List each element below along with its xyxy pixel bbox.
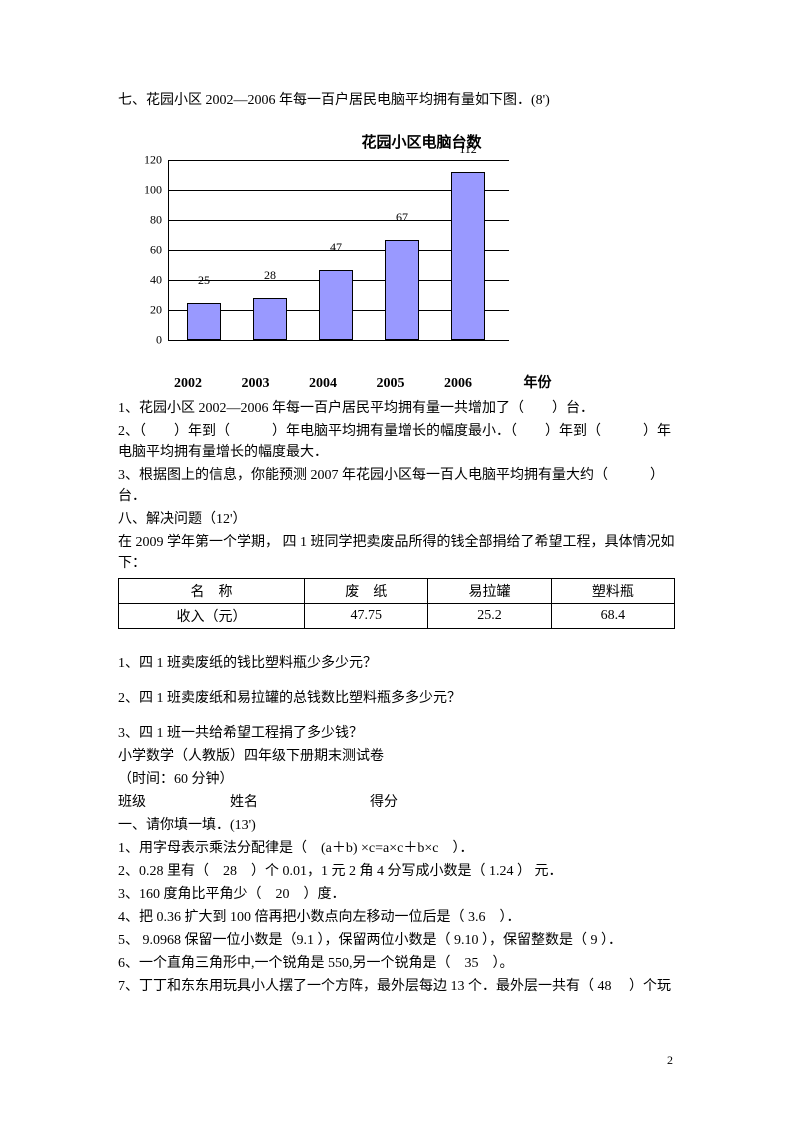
chart-y-tick: 120 [144,153,162,168]
test2-item4: 4、把 0.36 扩大到 100 倍再把小数点向左移动一位后是（ 3.6 ）． [118,907,675,928]
q7-sub1: 1、花园小区 2002—2006 年每一百户居民平均拥有量一共增加了（ ）台． [118,398,675,419]
chart-bar [319,270,353,341]
test2-section1: 一、请你填一填．(13') [118,815,675,836]
chart-y-tick: 20 [150,303,162,318]
table-header: 名 称 [119,579,305,604]
income-table: 名 称 废 纸 易拉罐 塑料瓶 收入（元） 47.75 25.2 68.4 [118,578,675,629]
chart-y-tick: 80 [150,213,162,228]
chart-bar-value: 112 [448,142,488,157]
test2-item3: 3、160 度角比平角少（ 20 ）度． [118,884,675,905]
chart-gridline [169,340,509,341]
chart-bar-value: 67 [382,210,422,225]
chart-y-tick: 60 [150,243,162,258]
test2-item5: 5、 9.0968 保留一位小数是（9.1 ），保留两位小数是（ 9.10 ），… [118,930,675,951]
chart-bar-value: 25 [184,273,224,288]
table-cell: 47.75 [305,604,428,629]
chart-title: 花园小区电脑台数 [168,131,675,152]
test2-item6: 6、一个直角三角形中,一个锐角是 550,另一个锐角是（ 35 ）。 [118,953,675,974]
table-cell: 25.2 [428,604,551,629]
page-number: 2 [667,1053,673,1068]
q7-sub3: 3、根据图上的信息，你能预测 2007 年花园小区每一百人电脑平均拥有量大约（ … [118,465,675,507]
chart-bar [385,240,419,341]
q7-title: 七、花园小区 2002—2006 年每一百户居民电脑平均拥有量如下图．(8') [118,90,675,111]
test2-title: 小学数学（人教版）四年级下册期末测试卷 [118,746,675,767]
test2-time: （时间：60 分钟） [118,769,675,790]
test2-item2: 2、0.28 里有（ 28 ）个 0.01，1 元 2 角 4 分写成小数是（ … [118,861,675,882]
bar-chart: 020406080100120 25284767112 [128,160,528,360]
chart-bar-value: 47 [316,240,356,255]
chart-y-labels: 020406080100120 [128,160,168,360]
chart-bar [253,298,287,340]
q7-sub2: 2、（ ）年到（ ）年电脑平均拥有量增长的幅度最小．（ ）年到（ ）年电脑平均拥… [118,421,675,463]
q8-sub1: 1、四 1 班卖废纸的钱比塑料瓶少多少元？ [118,653,675,674]
chart-bar [187,303,221,341]
test2-item7: 7、丁丁和东东用玩具小人摆了一个方阵，最外层每边 13 个．最外层一共有（ 48… [118,976,675,997]
table-header: 易拉罐 [428,579,551,604]
chart-bar-value: 28 [250,268,290,283]
chart-x-axis: 2002 2003 2004 2005 2006 年份 [156,372,675,392]
chart-bar [451,172,485,340]
q8-sub2: 2、四 1 班卖废纸和易拉罐的总钱数比塑料瓶多多少元？ [118,688,675,709]
test2-header-row: 班级 姓名 得分 [118,792,675,813]
test2-item1: 1、用字母表示乘法分配律是（ (a＋b) ×c=a×c＋b×c ）． [118,838,675,859]
table-row-label: 收入（元） [119,604,305,629]
table-cell: 68.4 [551,604,674,629]
chart-y-tick: 100 [144,183,162,198]
chart-y-tick: 40 [150,273,162,288]
q8-sub3: 3、四 1 班一共给希望工程捐了多少钱？ [118,723,675,744]
chart-y-tick: 0 [156,333,162,348]
chart-plot-area: 25284767112 [168,160,509,341]
q8-title: 八、解决问题（12'） [118,509,675,530]
table-header: 塑料瓶 [551,579,674,604]
q8-intro: 在 2009 学年第一个学期， 四 1 班同学把卖废品所得的钱全部捐给了希望工程… [118,532,675,574]
chart-gridline [169,160,509,161]
table-header: 废 纸 [305,579,428,604]
